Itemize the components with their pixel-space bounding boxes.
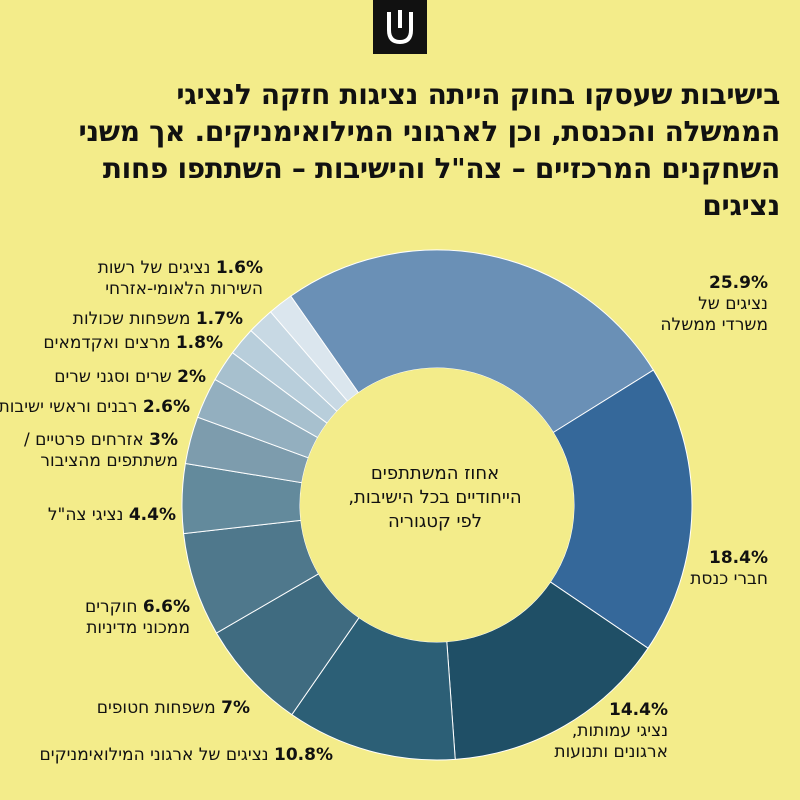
slice-text: רבנים וראשי ישיבות <box>0 397 138 417</box>
slice-label-government: 25.9% נציגים של משרדי ממשלה <box>660 273 768 336</box>
slice-pct: 18.4% <box>709 548 768 568</box>
slice-pct: 1.6% <box>215 258 263 278</box>
slice-pct: 3% <box>149 430 178 450</box>
slice-text: ארגונים ותנועות <box>554 742 668 762</box>
center-label-line-2: הייחודיים בכל הישיבות, <box>348 487 522 508</box>
slice-text: השירות הלאומי-אזרחי <box>105 279 263 299</box>
slice-text: חוקרים <box>84 597 138 617</box>
slice-pct: 2% <box>177 367 206 387</box>
slice-label-citizens: 3% אזרחים פרטיים / משתתפים מהציבור <box>24 430 178 472</box>
slice-label-ngos: 14.4% נציגי עמותות, ארגונים ותנועות <box>554 700 668 763</box>
slice-label-bereaved-families: 1.7% משפחות שכולות <box>73 309 243 330</box>
slice-pct: 1.7% <box>195 309 243 329</box>
slice-text: מרצים ואקדמאים <box>43 333 171 353</box>
logo-glyph <box>387 10 413 45</box>
slice-pct: 25.9% <box>709 273 768 293</box>
slice-text: משרדי ממשלה <box>660 315 768 335</box>
slice-pct: 4.4% <box>128 505 176 525</box>
slice-pct: 1.8% <box>175 333 223 353</box>
logo-mark-icon <box>373 0 427 54</box>
slice-label-ministers: 2% שרים וסגני שרים <box>54 367 206 388</box>
slice-pct: 2.6% <box>142 397 190 417</box>
slice-text: נציגי עמותות, <box>571 721 668 741</box>
slice-pct: 14.4% <box>609 700 668 720</box>
slice-text: משתתפים מהציבור <box>40 451 178 471</box>
slice-label-researchers: 6.6% חוקרים ממכוני מדיניות <box>85 597 190 639</box>
slice-text: חברי כנסת <box>690 569 768 589</box>
slice-text: נציגי צה"ל <box>47 505 124 525</box>
slice-label-rabbis: 2.6% רבנים וראשי ישיבות <box>0 397 190 418</box>
slice-text: נציגים של ארגוני המילואימניקים <box>39 745 269 765</box>
slice-pct: 7% <box>221 698 250 718</box>
slice-text: אזרחים פרטיים / <box>24 430 144 450</box>
slice-text: נציגים של רשות <box>97 258 211 278</box>
slice-pct: 6.6% <box>142 597 190 617</box>
slice-text: משפחות חטופים <box>96 698 216 718</box>
slice-label-academics: 1.8% מרצים ואקדמאים <box>43 333 223 354</box>
slice-label-knesset: 18.4% חברי כנסת <box>690 548 768 590</box>
chart-title: בישיבות שעסקו בחוק הייתה נציגות חזקה לנצ… <box>78 78 780 222</box>
slice-text: ממכוני מדיניות <box>86 618 190 638</box>
slice-text: משפחות שכולות <box>72 309 191 329</box>
slice-text: שרים וסגני שרים <box>54 367 172 387</box>
slice-text: נציגים של <box>698 294 768 314</box>
slice-label-reservists: 10.8% נציגים של ארגוני המילואימניקים <box>39 745 333 766</box>
center-label-line-3: לפי קטגוריה <box>388 511 482 532</box>
slice-label-national-service: 1.6% נציגים של רשות השירות הלאומי-אזרחי <box>98 258 263 300</box>
slice-label-idf: 4.4% נציגי צה"ל <box>48 505 176 526</box>
center-label-line-1: אחוז המשתתפים <box>370 463 500 484</box>
slice-pct: 10.8% <box>274 745 333 765</box>
donut-hole <box>300 368 574 642</box>
donut-center-label: אחוז המשתתפים הייחודיים בכל הישיבות, לפי… <box>320 462 550 534</box>
slice-label-hostage-families: 7% משפחות חטופים <box>97 698 250 719</box>
